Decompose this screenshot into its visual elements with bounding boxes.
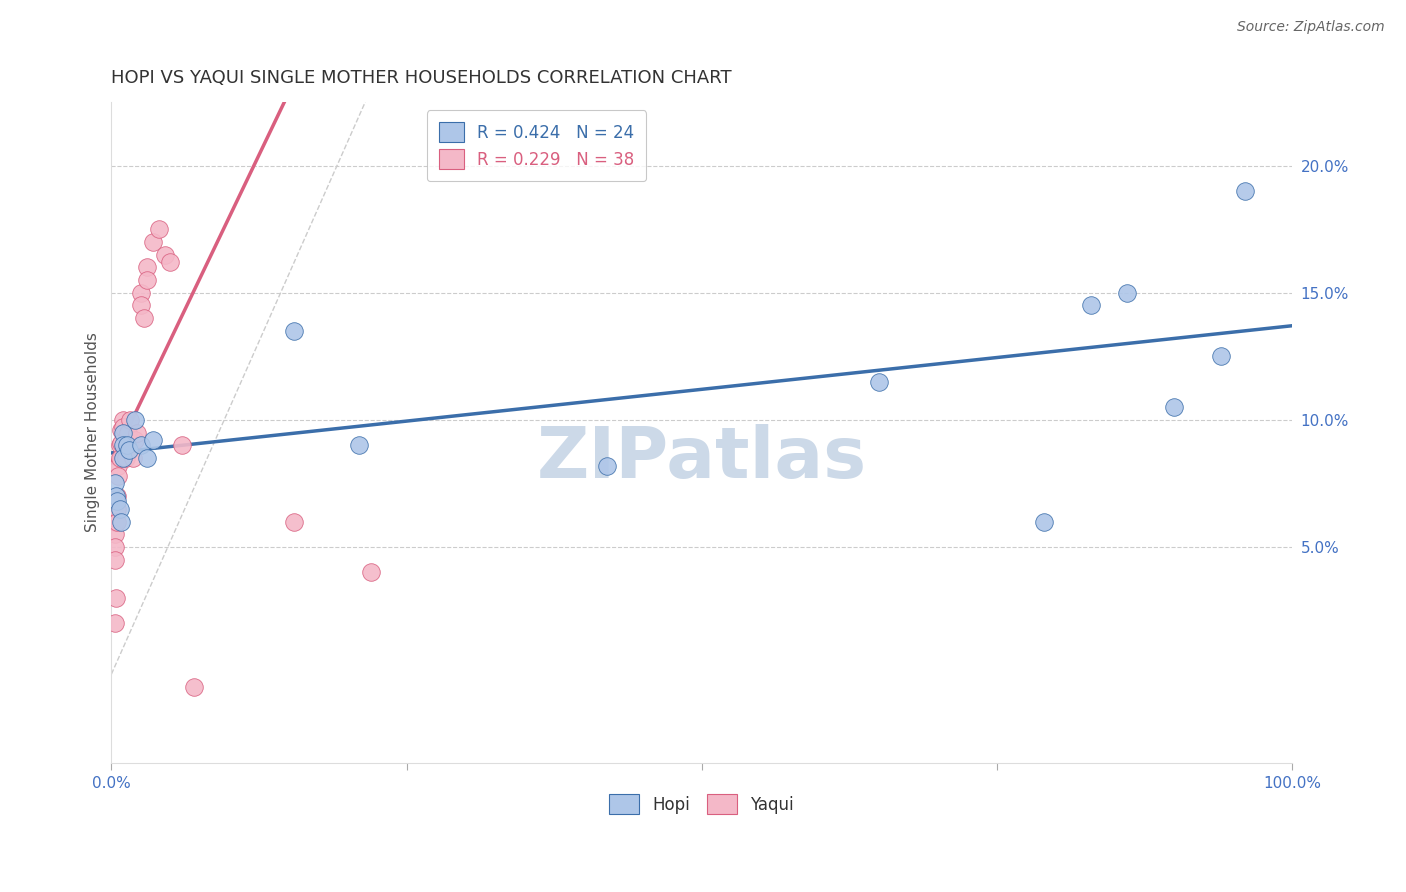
Point <box>120 413 142 427</box>
Point <box>104 527 127 541</box>
Point <box>283 515 305 529</box>
Point <box>104 515 127 529</box>
Point <box>107 468 129 483</box>
Point <box>115 438 138 452</box>
Point <box>104 476 127 491</box>
Point <box>129 285 152 300</box>
Point <box>129 438 152 452</box>
Point <box>135 273 157 287</box>
Point <box>172 438 194 452</box>
Point <box>104 616 127 631</box>
Point <box>108 450 131 465</box>
Legend: Hopi, Yaqui: Hopi, Yaqui <box>603 788 801 821</box>
Point <box>142 235 165 249</box>
Point <box>1033 515 1056 529</box>
Point <box>153 247 176 261</box>
Point <box>108 501 131 516</box>
Point <box>1080 298 1102 312</box>
Point <box>283 324 305 338</box>
Point <box>183 680 205 694</box>
Point <box>117 425 139 440</box>
Point <box>114 450 136 465</box>
Point <box>159 255 181 269</box>
Point <box>110 435 132 450</box>
Text: Source: ZipAtlas.com: Source: ZipAtlas.com <box>1237 20 1385 34</box>
Point <box>135 260 157 275</box>
Point <box>118 438 141 452</box>
Point <box>360 566 382 580</box>
Point <box>105 489 128 503</box>
Point <box>108 438 131 452</box>
Point <box>104 552 127 566</box>
Point <box>104 540 127 554</box>
Point <box>127 425 149 440</box>
Point <box>868 375 890 389</box>
Point <box>105 515 128 529</box>
Point <box>107 458 129 473</box>
Point <box>129 298 152 312</box>
Point <box>1211 349 1233 363</box>
Point <box>112 413 135 427</box>
Point <box>112 420 135 434</box>
Point <box>110 423 132 437</box>
Text: ZIPatlas: ZIPatlas <box>537 425 868 493</box>
Point <box>105 591 128 605</box>
Point <box>114 443 136 458</box>
Point <box>124 413 146 427</box>
Point <box>135 450 157 465</box>
Point <box>1115 285 1137 300</box>
Point <box>118 443 141 458</box>
Point <box>142 433 165 447</box>
Point <box>121 450 143 465</box>
Point <box>112 450 135 465</box>
Point <box>1233 184 1256 198</box>
Point <box>110 515 132 529</box>
Point <box>105 494 128 508</box>
Point <box>105 501 128 516</box>
Point <box>134 311 156 326</box>
Point <box>1163 400 1185 414</box>
Point <box>148 222 170 236</box>
Text: HOPI VS YAQUI SINGLE MOTHER HOUSEHOLDS CORRELATION CHART: HOPI VS YAQUI SINGLE MOTHER HOUSEHOLDS C… <box>111 69 733 87</box>
Point <box>349 438 371 452</box>
Point <box>112 438 135 452</box>
Point <box>596 458 619 473</box>
Y-axis label: Single Mother Households: Single Mother Households <box>86 333 100 533</box>
Point <box>112 425 135 440</box>
Point <box>105 489 128 503</box>
Point <box>124 433 146 447</box>
